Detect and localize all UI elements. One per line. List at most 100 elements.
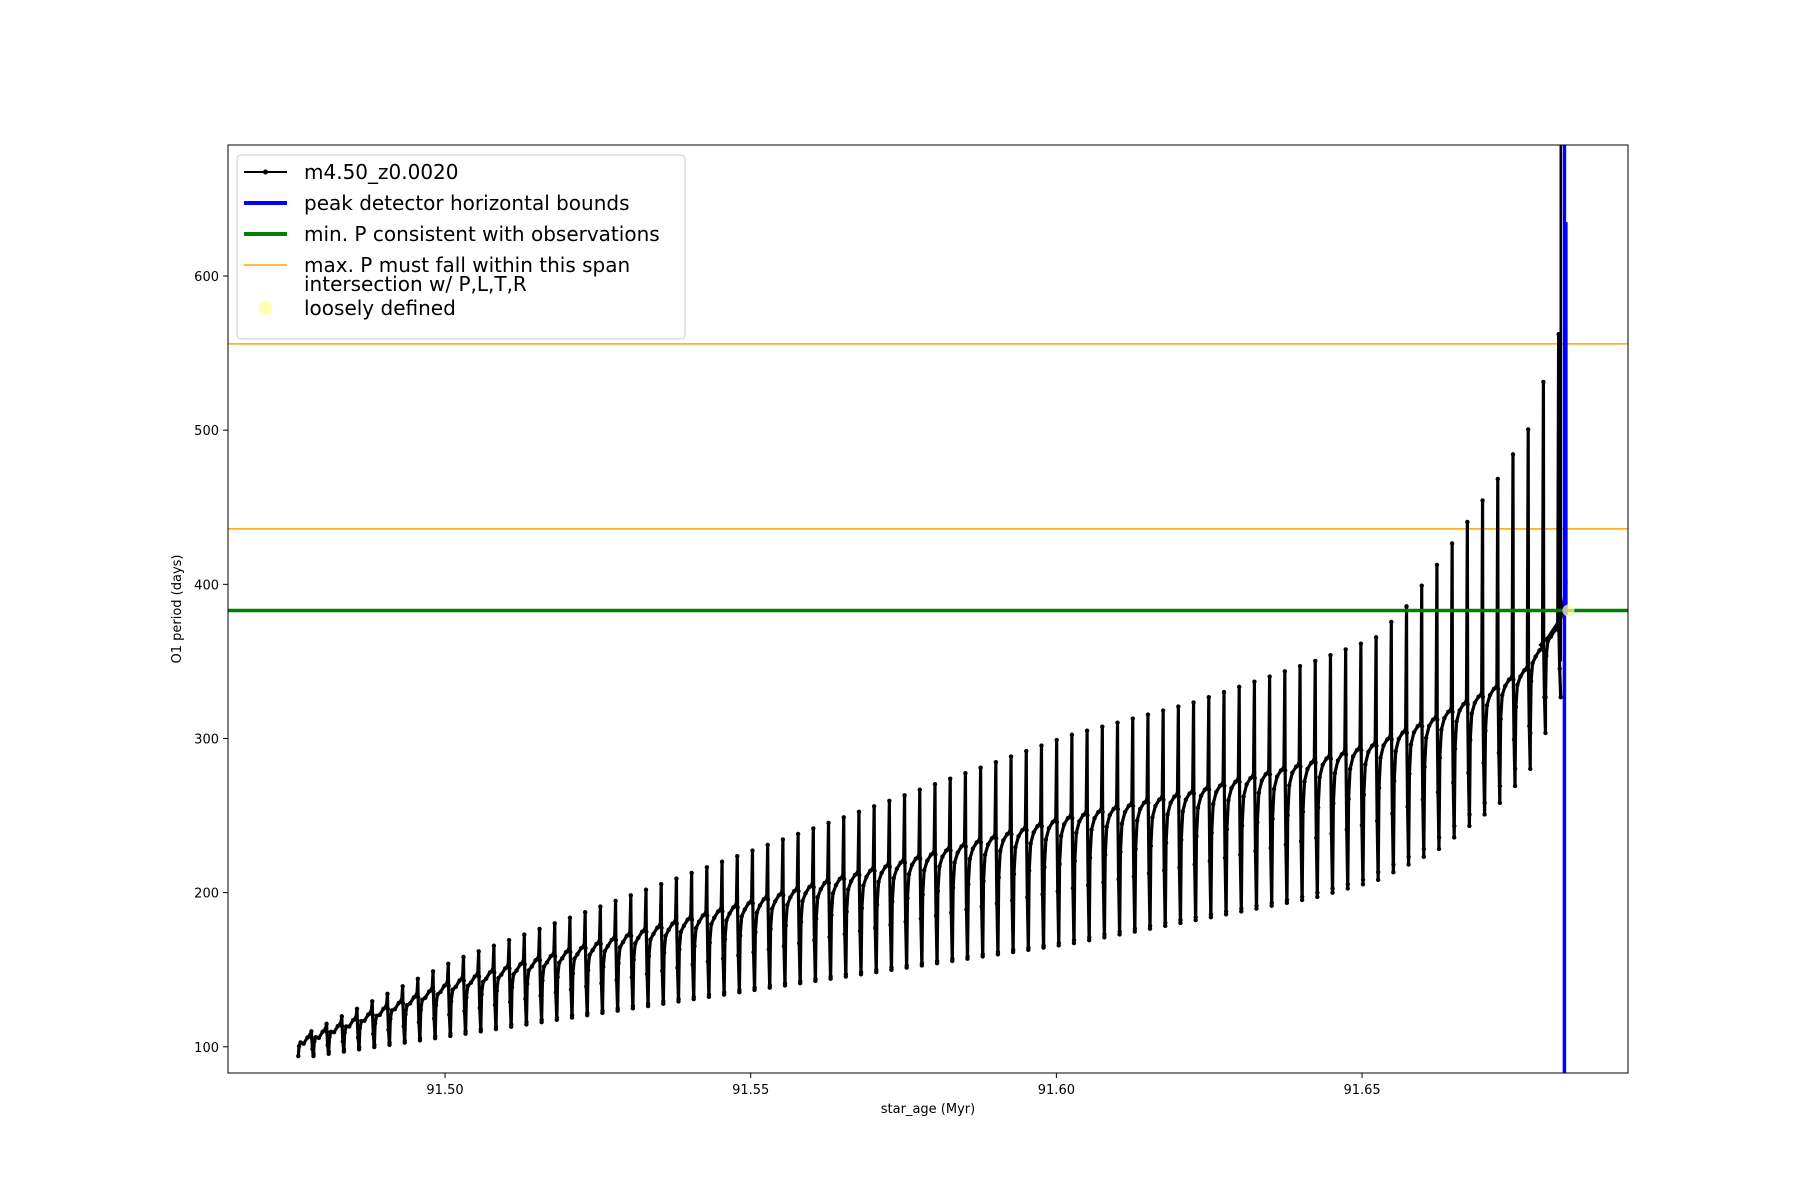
- series-point: [541, 964, 547, 969]
- series-point: [813, 976, 818, 981]
- series-point: [844, 909, 849, 914]
- series-point: [1530, 660, 1535, 666]
- series-point: [871, 804, 877, 809]
- series-point: [964, 907, 969, 912]
- series-point: [1350, 754, 1356, 759]
- series-point: [629, 974, 635, 980]
- series-point: [301, 1041, 306, 1046]
- series-point: [721, 990, 727, 995]
- series-point: [1476, 694, 1481, 699]
- series-point: [1497, 800, 1503, 806]
- series-point: [1511, 677, 1516, 682]
- series-point: [1111, 806, 1116, 812]
- series-point: [1436, 835, 1442, 840]
- series-point: [1074, 830, 1079, 836]
- series-point: [356, 1044, 362, 1050]
- series-line-m4.50: [296, 332, 1563, 1058]
- series-point: [483, 976, 489, 981]
- series-point: [1435, 789, 1441, 795]
- series-point: [966, 882, 971, 887]
- series-point: [933, 913, 939, 918]
- series-point: [616, 961, 621, 966]
- series-point: [659, 925, 664, 930]
- series-point: [735, 853, 740, 859]
- series-point: [772, 899, 778, 904]
- series-point: [644, 971, 650, 977]
- series-point: [1452, 823, 1457, 829]
- series-point: [1332, 770, 1338, 776]
- series-point: [499, 972, 504, 977]
- series-point: [1233, 779, 1238, 785]
- series-point: [331, 1030, 337, 1035]
- series-point: [461, 954, 466, 960]
- series-point: [1298, 839, 1304, 844]
- series-point: [396, 1000, 401, 1006]
- series-point: [1400, 730, 1405, 735]
- series-point: [1430, 717, 1436, 722]
- series-point: [906, 871, 912, 877]
- series-point: [1178, 917, 1183, 923]
- legend-marker-1: [263, 169, 268, 175]
- series-point: [602, 948, 607, 954]
- series-point: [769, 906, 775, 911]
- series-point: [1252, 775, 1257, 781]
- series-point: [980, 952, 985, 957]
- series-point: [614, 978, 619, 983]
- series-point: [1282, 669, 1288, 674]
- series-point: [502, 966, 508, 971]
- series-point: [1360, 882, 1366, 887]
- series-point: [1270, 816, 1275, 822]
- series-point: [448, 1031, 453, 1036]
- series-point: [720, 909, 725, 914]
- series-point: [572, 956, 577, 962]
- series-point: [685, 917, 690, 922]
- y-tick-label: 300: [194, 732, 219, 747]
- series-point: [995, 949, 1001, 955]
- series-point: [1391, 862, 1396, 867]
- series-point: [1406, 862, 1411, 867]
- series-point: [342, 1030, 347, 1035]
- series-point: [1472, 700, 1478, 706]
- series-point: [864, 874, 869, 880]
- series-point: [1393, 749, 1398, 754]
- series-point: [670, 921, 675, 926]
- series-point: [1202, 787, 1208, 792]
- series-point: [963, 844, 968, 849]
- series-point: [496, 975, 501, 981]
- series-point: [386, 1027, 391, 1033]
- series-point: [366, 1012, 371, 1017]
- series-point: [750, 901, 755, 906]
- series-point: [347, 1024, 352, 1029]
- series-point: [1457, 708, 1462, 713]
- series-point: [1366, 749, 1371, 755]
- series-point: [1100, 724, 1105, 729]
- series-point: [518, 962, 523, 967]
- series-point: [692, 943, 697, 949]
- series-point: [767, 983, 773, 988]
- series-point: [1469, 711, 1474, 716]
- series-point: [1163, 840, 1169, 846]
- series-point: [569, 1013, 575, 1018]
- series-point: [418, 1007, 423, 1013]
- series-point: [661, 999, 666, 1004]
- series-point: [937, 864, 942, 869]
- series-point: [932, 782, 938, 787]
- series-point: [1328, 652, 1333, 658]
- series-point: [1335, 758, 1341, 763]
- legend-label-line: max. P must fall within this span: [304, 253, 630, 277]
- series-point: [781, 893, 786, 898]
- series-point: [1330, 886, 1335, 891]
- series-point: [1541, 648, 1546, 653]
- series-point: [448, 998, 454, 1004]
- series-point: [883, 864, 888, 869]
- series-point: [1404, 730, 1410, 735]
- series-point: [507, 966, 512, 971]
- series-point: [1343, 752, 1349, 757]
- series-point: [1528, 766, 1533, 771]
- series-point: [1449, 541, 1455, 546]
- series-point: [841, 876, 847, 882]
- series-point: [651, 931, 656, 937]
- series-point: [335, 1023, 341, 1029]
- series-point: [1541, 379, 1546, 385]
- series-point: [453, 984, 458, 989]
